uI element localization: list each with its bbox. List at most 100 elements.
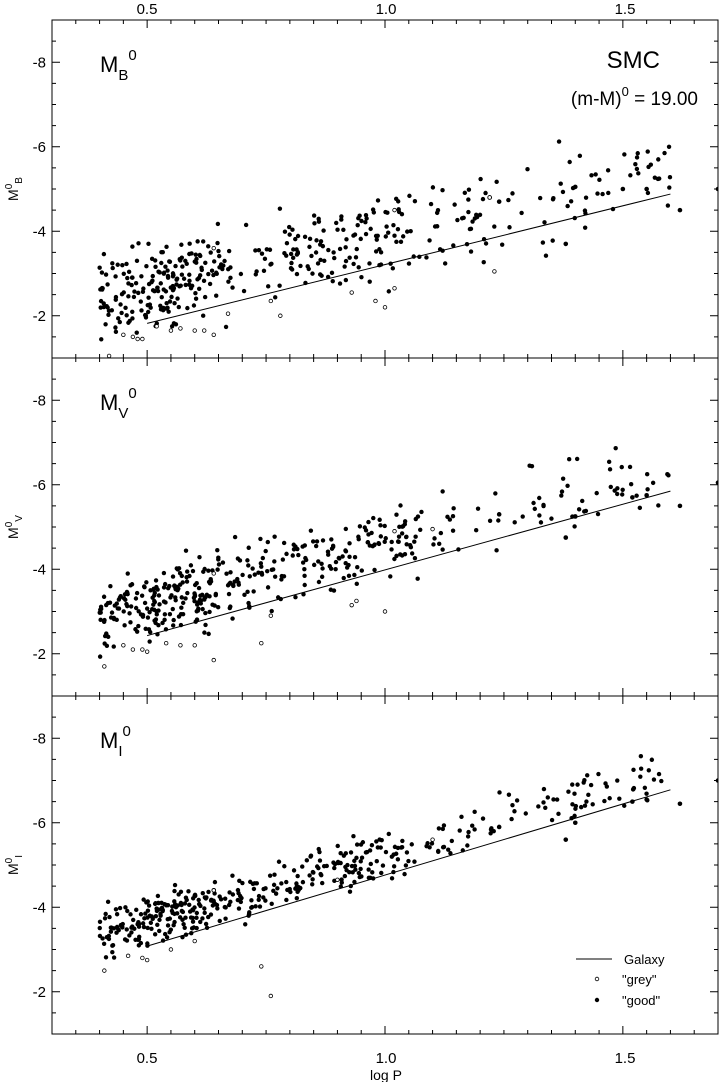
good-point <box>216 248 221 254</box>
good-point <box>120 921 125 927</box>
good-point <box>411 254 416 259</box>
good-point <box>354 842 360 847</box>
good-point <box>608 484 613 490</box>
good-point <box>226 279 231 284</box>
legend-galaxy-label: Galaxy <box>624 952 665 967</box>
good-point <box>157 270 162 275</box>
good-point <box>269 567 275 572</box>
good-point <box>208 579 214 584</box>
good-point <box>271 888 276 893</box>
good-point <box>413 534 418 539</box>
band-label-sup: 0 <box>123 723 131 740</box>
grey-point <box>225 311 231 316</box>
good-point <box>215 221 221 227</box>
good-point <box>167 916 173 921</box>
good-point <box>179 605 184 610</box>
good-point <box>370 544 375 549</box>
good-point <box>156 593 162 598</box>
good-point <box>198 919 203 925</box>
good-point <box>171 617 176 623</box>
grey-point <box>192 938 197 944</box>
y-axis-title-sup: 0 <box>4 183 15 189</box>
good-point <box>532 506 538 512</box>
good-point <box>295 233 301 239</box>
good-point <box>677 207 683 213</box>
good-point <box>104 303 109 309</box>
good-point <box>363 220 368 225</box>
good-point <box>279 573 285 579</box>
good-point <box>110 942 116 948</box>
good-point <box>440 187 445 193</box>
good-point <box>606 459 612 465</box>
good-point <box>156 907 161 912</box>
good-point <box>308 853 314 858</box>
grey-point <box>382 305 388 310</box>
good-point <box>181 921 186 927</box>
good-point <box>179 242 184 247</box>
good-point <box>191 595 197 600</box>
good-point <box>103 955 109 960</box>
good-point <box>374 859 379 864</box>
good-point <box>245 589 250 595</box>
good-point <box>371 515 376 521</box>
good-point <box>194 925 199 931</box>
good-point <box>246 911 252 917</box>
good-point <box>171 286 177 291</box>
good-point <box>644 186 649 192</box>
good-point <box>215 906 220 911</box>
good-point <box>715 480 718 485</box>
good-point <box>366 867 371 872</box>
good-point <box>388 574 393 579</box>
good-point <box>97 654 103 659</box>
good-point <box>106 312 111 318</box>
good-point <box>98 617 103 623</box>
good-point <box>378 250 384 255</box>
good-point <box>122 623 127 628</box>
good-point <box>466 187 472 192</box>
good-point <box>374 839 379 844</box>
good-point <box>116 597 122 602</box>
good-point <box>352 879 357 885</box>
good-point <box>541 786 547 792</box>
good-point <box>520 514 525 519</box>
good-point <box>335 843 340 849</box>
good-point <box>403 863 409 868</box>
good-point <box>497 790 502 795</box>
good-point <box>180 934 185 940</box>
good-point <box>268 262 273 267</box>
y-axis-title-sub: V <box>14 515 25 522</box>
band-label-sup: 0 <box>128 47 136 64</box>
good-point <box>172 888 177 894</box>
good-point <box>198 601 204 606</box>
good-point <box>572 514 578 519</box>
good-point <box>194 617 200 622</box>
good-point <box>329 270 335 276</box>
good-point <box>384 224 389 229</box>
good-point <box>149 607 155 612</box>
good-point <box>169 908 175 914</box>
good-point <box>377 517 382 522</box>
good-point <box>171 623 176 628</box>
good-point <box>440 845 446 850</box>
good-point <box>472 216 478 221</box>
good-point <box>179 272 185 277</box>
grey-point <box>268 993 274 999</box>
good-point <box>138 940 144 946</box>
good-point <box>262 256 268 262</box>
good-point <box>160 307 166 313</box>
good-point <box>337 556 342 561</box>
good-point <box>256 570 261 575</box>
good-point <box>154 612 159 617</box>
good-point <box>286 224 292 230</box>
good-point <box>282 229 288 234</box>
good-point <box>114 617 119 623</box>
good-point <box>120 925 125 930</box>
x-axis-title: log P <box>370 1067 402 1082</box>
grey-point <box>211 332 216 337</box>
good-point <box>367 279 372 284</box>
good-point <box>142 916 147 921</box>
good-point <box>371 876 376 881</box>
panels: -2-4-6-8M0BMB0-2-4-6-8M0VMV0-2-4-6-8M0IM… <box>4 19 719 1035</box>
good-point <box>342 873 348 879</box>
